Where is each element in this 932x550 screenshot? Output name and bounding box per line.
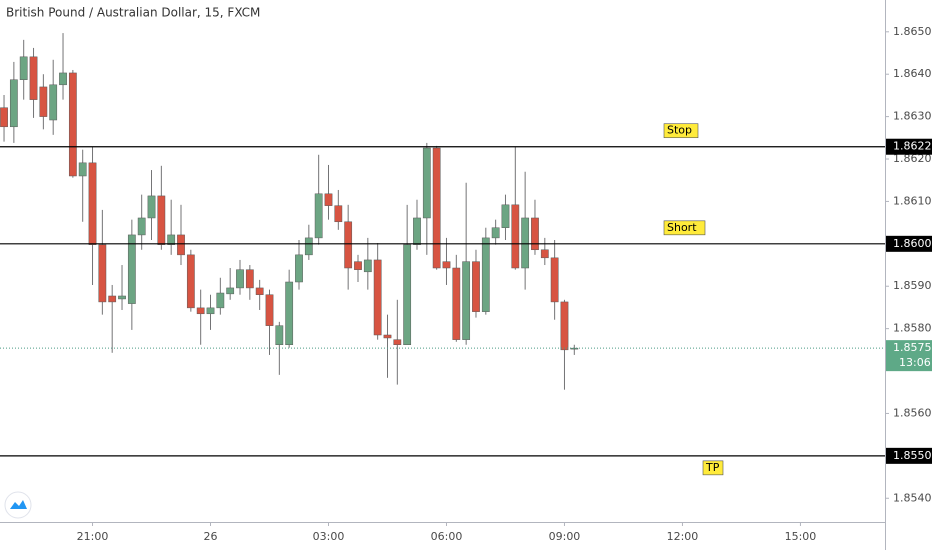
- candle-body: [285, 281, 294, 345]
- line-label: Stop: [667, 124, 692, 137]
- candle-body: [245, 269, 254, 289]
- line-label: Short: [667, 221, 697, 234]
- price-line-value: 1.86229: [893, 140, 932, 153]
- candle-body: [0, 107, 8, 128]
- x-tick-label: 06:00: [431, 530, 463, 543]
- y-tick-label: 1.86300: [893, 110, 932, 123]
- candle-body: [275, 325, 284, 345]
- candle-body: [29, 56, 38, 100]
- candle-body: [472, 261, 480, 312]
- candle-body: [462, 261, 471, 340]
- y-tick-label: 1.85600: [893, 406, 932, 419]
- x-tick-label: 15:00: [785, 530, 817, 543]
- logo: [4, 491, 32, 519]
- y-tick-label: 1.85400: [893, 491, 932, 504]
- candle-body: [422, 147, 431, 219]
- candle-body: [481, 237, 490, 312]
- price-line-tag: [886, 138, 932, 155]
- candle-body: [196, 307, 205, 315]
- candle-body: [334, 205, 343, 223]
- x-tick-label: 09:00: [549, 530, 581, 543]
- candle-body: [177, 234, 185, 256]
- candle-body: [216, 292, 225, 309]
- current-price-tag: [886, 340, 932, 372]
- line-label: TP: [705, 461, 720, 474]
- candle-body: [265, 294, 274, 326]
- candle-body: [403, 244, 412, 345]
- candle-body: [186, 254, 195, 309]
- y-tick-label: 1.85800: [893, 322, 932, 335]
- candle-body: [531, 217, 539, 251]
- x-tick-label: 12:00: [667, 530, 699, 543]
- candle-body: [442, 261, 451, 269]
- candle-body: [314, 193, 323, 239]
- candle-body: [19, 56, 28, 80]
- candle-body: [432, 147, 441, 269]
- y-tick-label: 1.86200: [893, 152, 932, 165]
- y-tick-label: 1.86100: [893, 194, 932, 207]
- price-line-tag: [886, 447, 932, 464]
- x-tick-label: 21:00: [77, 530, 109, 543]
- countdown: 13:06: [899, 356, 931, 369]
- candle-body: [78, 162, 87, 177]
- candle-body: [363, 259, 372, 273]
- chart-title: British Pound / Australian Dollar, 15, F…: [6, 6, 260, 20]
- candle-body: [560, 301, 569, 351]
- price-line-value: 1.86000: [893, 237, 932, 250]
- candle-body: [452, 267, 461, 340]
- line-label-box: [663, 220, 706, 236]
- candle-body: [236, 269, 244, 289]
- candle-body: [9, 79, 18, 128]
- price-line-tag: [886, 235, 932, 252]
- candle-body: [354, 261, 362, 270]
- candle-body: [511, 204, 520, 269]
- x-tick-label: 26: [204, 530, 218, 543]
- candle-body: [373, 259, 382, 336]
- candle-body: [137, 217, 146, 236]
- candle-body: [39, 86, 48, 117]
- candle-body: [393, 339, 402, 345]
- price-line-value: 1.85500: [893, 449, 932, 462]
- candle-body: [118, 295, 126, 300]
- candle-body: [491, 227, 500, 239]
- candle-body: [49, 84, 58, 121]
- candle-body: [501, 204, 510, 228]
- candle-body: [206, 307, 215, 315]
- candle-body: [59, 72, 67, 86]
- line-label-box: [702, 460, 724, 476]
- candle-body: [127, 234, 136, 304]
- candle-body: [324, 193, 333, 206]
- candle-body: [226, 287, 235, 295]
- current-price-label: 1.85754: [893, 341, 932, 354]
- candle-body: [255, 287, 264, 295]
- candle-body: [157, 195, 166, 245]
- candle-body: [540, 249, 549, 259]
- candle-body: [98, 244, 107, 303]
- candle-body: [383, 334, 392, 339]
- candle-body: [295, 254, 303, 283]
- candle-body: [68, 72, 77, 177]
- y-tick-label: 1.86400: [893, 67, 932, 80]
- candle-body: [167, 234, 176, 245]
- candle-body: [304, 237, 313, 256]
- line-label-box: [663, 123, 699, 139]
- y-tick-label: 1.85900: [893, 279, 932, 292]
- candle-body: [88, 162, 97, 245]
- candle-body: [550, 257, 559, 303]
- candle-body: [147, 195, 156, 219]
- candle-body: [344, 221, 353, 269]
- candle-body: [108, 295, 117, 303]
- candle-body: [521, 217, 530, 269]
- candle-body: [413, 217, 421, 245]
- y-tick-label: 1.86500: [893, 25, 932, 38]
- x-tick-label: 03:00: [313, 530, 345, 543]
